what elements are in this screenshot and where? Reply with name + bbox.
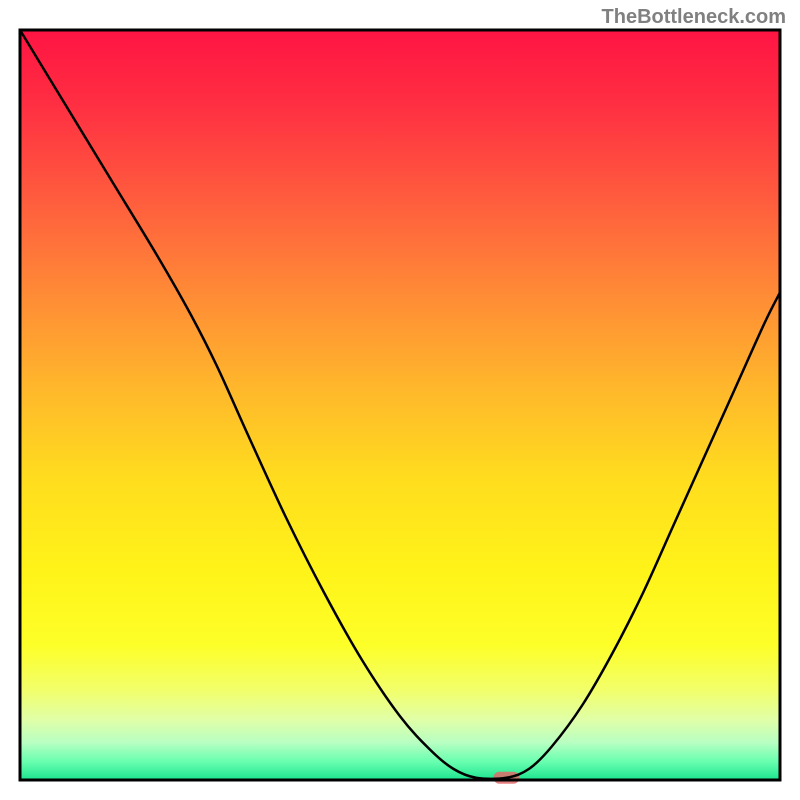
- chart-svg: [0, 0, 800, 800]
- bottleneck-chart: TheBottleneck.com: [0, 0, 800, 800]
- watermark-text: TheBottleneck.com: [602, 6, 786, 29]
- gradient-background: [20, 30, 780, 780]
